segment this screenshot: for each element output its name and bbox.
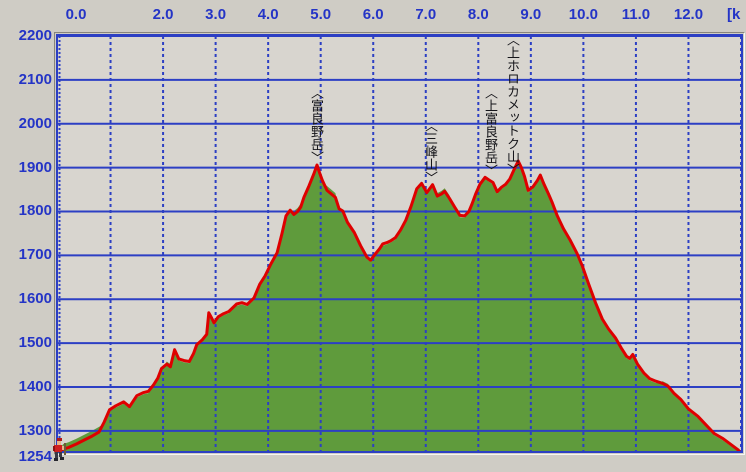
- y-tick-label: 2100: [18, 70, 52, 88]
- y-tick-label: 1400: [18, 377, 52, 395]
- elevation-chart: [58, 36, 741, 451]
- y-tick-label: 1600: [18, 290, 52, 308]
- x-tick-label: 5.0: [310, 6, 332, 23]
- x-tick-label: 12.0: [673, 6, 704, 23]
- x-tick-label: 9.0: [520, 6, 542, 23]
- terrain-fill-area: [58, 162, 741, 451]
- peak-label: 〈上富良野岳〉: [483, 86, 498, 177]
- x-tick-label: 0.0: [65, 6, 87, 23]
- y-tick-label: 1254: [18, 448, 52, 465]
- y-tick-label: 1500: [18, 334, 52, 352]
- x-tick-label: 8.0: [467, 6, 489, 23]
- x-tick-label: 2.0: [152, 6, 174, 23]
- x-tick-label: 6.0: [362, 6, 384, 23]
- x-tick-label: 4.0: [257, 6, 279, 23]
- y-tick-label: 1700: [18, 246, 52, 264]
- plot-frame-bevel: [54, 32, 745, 455]
- peak-label: 〈上ホロカメットク山〉: [505, 33, 520, 176]
- x-tick-label: 11.0: [621, 6, 651, 23]
- peak-label: 〈三峰山〉: [423, 119, 438, 184]
- y-tick-label: 1800: [18, 202, 52, 220]
- x-tick-label: 10.0: [568, 6, 598, 23]
- hiker-icon: [53, 438, 66, 461]
- y-tick-label: 1900: [18, 158, 52, 176]
- x-axis-unit-label: [k: [727, 6, 741, 23]
- y-tick-label: 2200: [18, 27, 52, 44]
- y-tick-label: 2000: [18, 114, 52, 132]
- x-tick-label: 7.0: [415, 6, 437, 23]
- plot-area: [56, 34, 743, 453]
- y-tick-label: 1300: [18, 421, 52, 439]
- track-line: [58, 159, 741, 451]
- peak-label: 〈富良野岳〉: [309, 86, 324, 164]
- x-tick-label: 3.0: [205, 6, 227, 23]
